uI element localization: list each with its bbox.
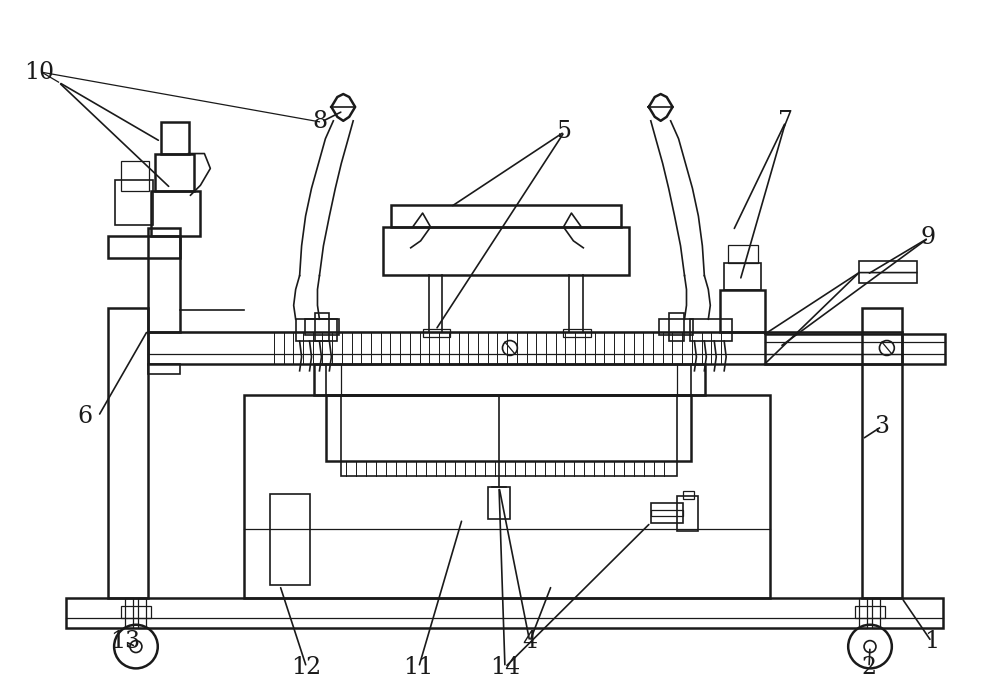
Bar [859,261,917,282]
Text: 4: 4 [522,630,537,653]
Bar [728,245,758,263]
Bar [859,598,867,628]
Bar [270,494,310,585]
Text: 10: 10 [24,61,54,84]
Bar [151,191,200,236]
Bar [148,364,180,374]
Bar [391,205,621,227]
Text: 9: 9 [921,226,936,249]
Bar [651,510,683,516]
Bar [138,598,146,628]
Text: 2: 2 [861,656,877,679]
Text: 1: 1 [924,630,939,653]
Bar [651,502,683,522]
Bar [108,309,148,598]
Bar [872,598,880,628]
Bar [296,319,337,341]
Bar [326,394,691,461]
Text: 7: 7 [778,110,793,134]
Text: 3: 3 [874,415,889,438]
Text: 8: 8 [312,110,327,134]
Bar [855,606,885,618]
Bar [690,319,732,341]
Bar [669,313,684,341]
Text: 5: 5 [557,120,572,143]
Text: 11: 11 [404,656,434,679]
Bar [488,487,510,518]
Text: 14: 14 [490,656,520,679]
Bar [862,309,902,598]
Bar [765,334,945,364]
Bar [161,122,189,154]
Bar [341,394,677,476]
Bar [148,332,902,364]
Bar [659,319,693,335]
Bar [305,319,339,335]
Bar [148,228,180,332]
Bar [108,236,180,257]
Bar [720,291,765,332]
Bar [724,263,761,291]
Bar [121,161,149,191]
Bar [244,394,770,598]
Bar [563,329,591,337]
Text: 12: 12 [291,656,322,679]
Text: 13: 13 [110,630,140,653]
Bar [315,313,329,341]
Bar [155,154,194,191]
Bar [115,181,153,225]
Bar [121,606,151,618]
Bar [314,364,705,394]
Bar [683,491,694,499]
Bar [383,227,629,275]
Text: 6: 6 [78,405,93,428]
Bar [423,329,450,337]
Bar [66,598,943,628]
Bar [125,598,133,628]
Bar [677,495,698,531]
